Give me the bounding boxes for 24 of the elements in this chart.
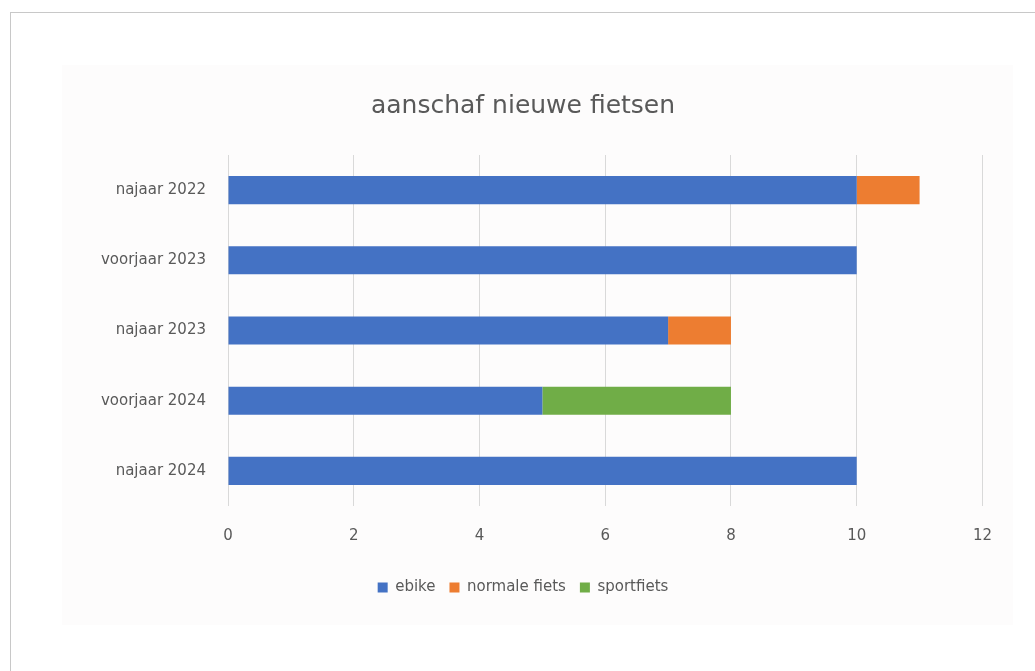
legend-label: sportfiets	[597, 577, 669, 596]
x-tick-label: 0	[223, 525, 233, 544]
x-tick-label: 10	[847, 525, 867, 544]
x-tick-label: 8	[726, 525, 736, 544]
bar	[668, 316, 731, 345]
y-tick-label: najaar 2022	[115, 179, 206, 198]
x-tick-label: 12	[972, 525, 992, 544]
legend-label: ebike	[395, 577, 436, 596]
y-tick-label: voorjaar 2023	[100, 250, 206, 269]
y-tick-label: najaar 2023	[115, 320, 206, 339]
bar	[228, 176, 857, 205]
bar	[228, 456, 857, 485]
legend-label: normale fiets	[466, 577, 567, 596]
y-tick-label: voorjaar 2024	[100, 390, 206, 409]
x-tick-label: 4	[474, 525, 485, 544]
bar	[542, 386, 731, 415]
x-tick-label: 6	[600, 525, 610, 544]
bar	[228, 386, 543, 415]
bar	[228, 246, 857, 275]
bar	[228, 316, 669, 345]
chart-title: aanschaf nieuwe fietsen	[370, 89, 676, 119]
x-tick-label: 2	[348, 525, 359, 544]
bar	[856, 176, 920, 205]
y-tick-label: najaar 2024	[115, 460, 206, 479]
